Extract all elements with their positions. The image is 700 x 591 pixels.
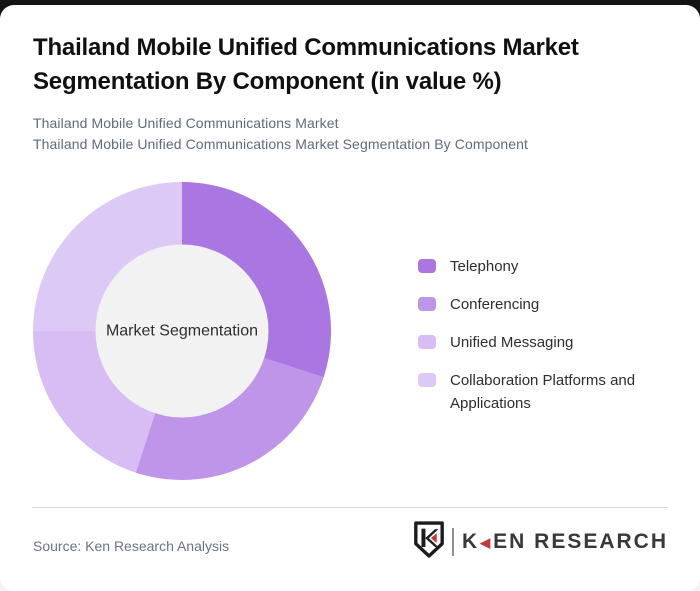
logo-separator [451,528,454,556]
legend-swatch-conferencing [418,297,436,311]
donut-chart: Market Segmentation [33,182,331,480]
legend-swatch-collaboration-platforms [418,373,436,387]
source-note: Source: Ken Research Analysis [33,538,230,554]
red-triangle-icon: ◀ [480,534,493,550]
legend-item-unified-messaging: Unified Messaging [418,331,680,354]
ken-research-shield-icon [413,521,445,563]
donut-center-label: Market Segmentation [105,322,259,339]
legend-label-unified-messaging: Unified Messaging [450,334,574,351]
logo-wordmark: K ◀ EN RESEARCH [462,530,668,554]
legend-label-conferencing: Conferencing [450,296,540,313]
legend-item-collaboration-platforms: Collaboration Platforms and Applications [418,369,680,415]
legend-item-telephony: Telephony [418,255,680,278]
chart-subtitle-line1: Thailand Mobile Unified Communications M… [33,115,339,131]
legend: Telephony Conferencing Unified Messaging… [418,255,680,430]
chart-title: Thailand Mobile Unified Communications M… [33,34,579,95]
logo-wordmark-k: K [461,530,480,553]
legend-label-telephony: Telephony [450,258,519,275]
ken-research-logo: K ◀ EN RESEARCH [413,521,668,563]
donut-hole: Market Segmentation [95,244,269,418]
legend-item-conferencing: Conferencing [418,293,680,316]
logo-wordmark-rest: EN RESEARCH [493,530,668,553]
chart-subtitle-line2: Thailand Mobile Unified Communications M… [33,136,529,152]
chart-card: Thailand Mobile Unified Communications M… [0,5,700,591]
legend-swatch-unified-messaging [418,335,436,349]
legend-swatch-telephony [418,259,436,273]
legend-label-collaboration-platforms: Collaboration Platforms and Applications [450,372,636,412]
footer-divider [32,507,668,508]
